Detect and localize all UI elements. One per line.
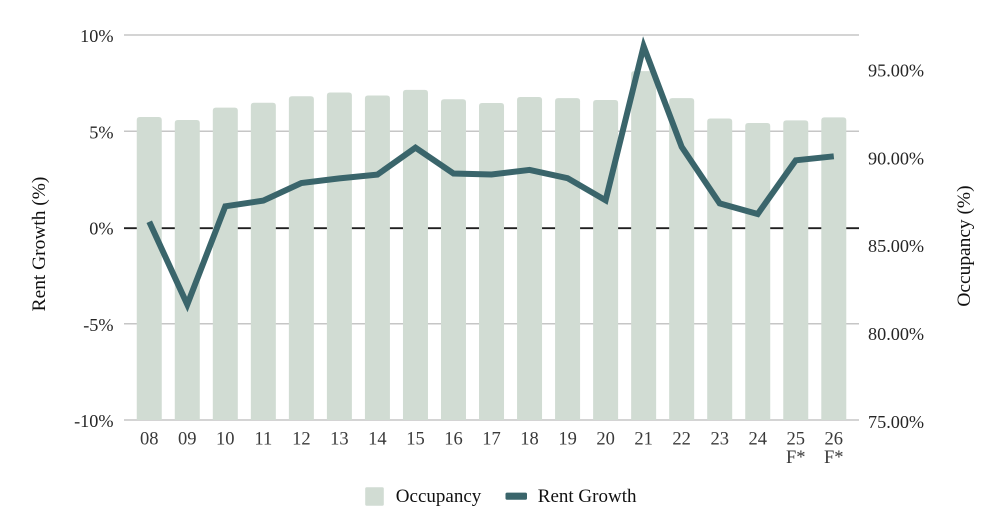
svg-text:5%: 5% — [89, 122, 113, 142]
svg-text:12: 12 — [292, 429, 311, 449]
svg-text:75.00%: 75.00% — [868, 412, 924, 432]
svg-text:14: 14 — [368, 429, 387, 449]
svg-text:23: 23 — [710, 429, 729, 449]
svg-text:21: 21 — [634, 429, 653, 449]
svg-text:26: 26 — [825, 429, 844, 449]
svg-text:15: 15 — [406, 429, 425, 449]
svg-text:85.00%: 85.00% — [868, 236, 924, 256]
svg-text:F*: F* — [824, 448, 844, 468]
svg-text:-5%: -5% — [83, 315, 113, 335]
svg-text:95.00%: 95.00% — [868, 61, 924, 81]
svg-text:90.00%: 90.00% — [868, 148, 924, 168]
svg-text:19: 19 — [558, 429, 577, 449]
svg-text:09: 09 — [178, 429, 197, 449]
svg-text:17: 17 — [482, 429, 501, 449]
svg-text:10%: 10% — [80, 26, 113, 46]
svg-text:24: 24 — [748, 429, 767, 449]
svg-text:80.00%: 80.00% — [868, 324, 924, 344]
svg-text:F*: F* — [786, 448, 806, 468]
svg-text:11: 11 — [254, 429, 272, 449]
svg-text:08: 08 — [140, 429, 159, 449]
svg-text:Occupancy (%): Occupancy (%) — [954, 185, 975, 306]
svg-text:Rent Growth: Rent Growth — [538, 486, 637, 507]
svg-text:Rent Growth (%): Rent Growth (%) — [29, 177, 50, 312]
svg-text:0%: 0% — [89, 219, 113, 239]
svg-text:20: 20 — [596, 429, 615, 449]
svg-text:Occupancy: Occupancy — [396, 486, 482, 507]
svg-text:10: 10 — [216, 429, 235, 449]
svg-text:16: 16 — [444, 429, 463, 449]
svg-text:18: 18 — [520, 429, 539, 449]
svg-text:13: 13 — [330, 429, 349, 449]
svg-text:25: 25 — [787, 429, 806, 449]
svg-text:-10%: -10% — [74, 411, 113, 431]
svg-text:22: 22 — [672, 429, 691, 449]
